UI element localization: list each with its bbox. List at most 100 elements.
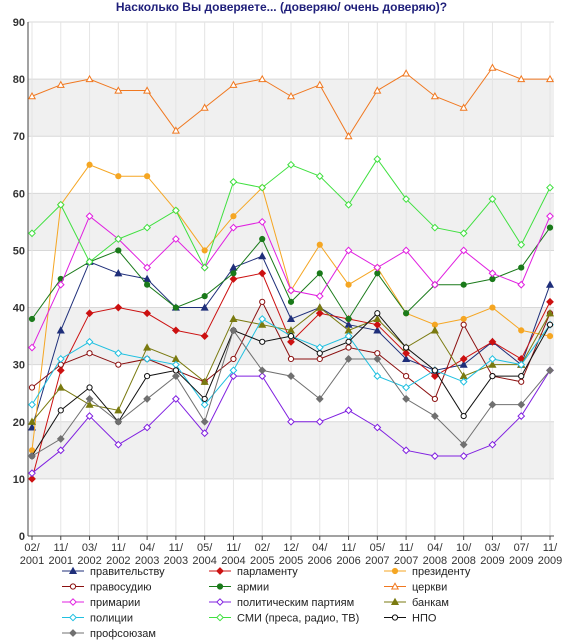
data-point	[373, 372, 382, 380]
data-point	[115, 173, 122, 180]
y-axis-ticks: 0 10 20 30 40 50 60 70 80 90	[13, 17, 25, 543]
data-point	[56, 383, 65, 391]
x-tick-label: 2007	[394, 555, 418, 567]
x-tick-label: 10/	[456, 542, 472, 554]
data-point	[431, 395, 438, 403]
data-point	[28, 384, 36, 391]
data-point	[488, 400, 497, 409]
data-point	[460, 315, 467, 323]
data-point	[460, 321, 467, 328]
data-point	[402, 69, 411, 77]
data-point	[85, 400, 94, 408]
data-point	[518, 264, 525, 271]
x-tick-label: 2001	[49, 555, 73, 567]
data-point	[143, 355, 152, 363]
data-point	[430, 326, 439, 334]
data-point	[56, 435, 65, 443]
data-point	[86, 161, 93, 168]
data-point	[546, 321, 554, 328]
data-point	[459, 452, 468, 460]
legend-item: парламенту	[209, 566, 298, 578]
data-point	[114, 269, 123, 277]
data-point	[201, 247, 208, 254]
data-point	[172, 304, 179, 311]
data-point	[200, 429, 209, 438]
x-tick-label: 2005	[279, 555, 303, 567]
data-point	[315, 292, 324, 301]
data-point	[144, 173, 151, 180]
data-point	[229, 326, 238, 335]
data-point	[287, 160, 295, 169]
series-10	[28, 155, 554, 272]
data-point	[86, 384, 93, 391]
x-tick-label: 2006	[336, 555, 360, 567]
data-point	[230, 270, 237, 277]
data-point	[459, 371, 468, 380]
data-point	[459, 246, 468, 255]
x-tick-label: 03/	[485, 542, 501, 554]
data-point	[85, 395, 94, 403]
series-group	[27, 63, 555, 483]
legend-swatch-marker	[69, 583, 77, 590]
series-5	[27, 63, 555, 140]
data-point	[28, 474, 36, 483]
data-point	[85, 309, 94, 318]
data-point	[373, 314, 382, 323]
data-point	[229, 314, 238, 323]
data-point	[431, 367, 438, 374]
data-point	[344, 406, 353, 415]
x-tick-label: 2005	[250, 555, 274, 567]
chart-title: Насколько Вы доверяете... (доверяю/ очен…	[115, 0, 448, 14]
legend-swatch-marker	[68, 566, 78, 575]
data-point	[114, 349, 123, 358]
data-point	[345, 315, 352, 323]
legend-label: политическим партиям	[237, 597, 354, 609]
data-point	[171, 126, 180, 134]
x-tick-label: 11/	[169, 542, 184, 554]
series-8	[27, 303, 555, 425]
data-point	[28, 343, 36, 352]
x-tick-label: 02/	[255, 542, 271, 554]
data-point	[115, 247, 122, 254]
data-point	[259, 235, 266, 243]
data-point	[546, 212, 554, 221]
data-point	[403, 310, 410, 317]
data-point	[546, 366, 554, 375]
x-tick-label: 11/	[399, 542, 414, 554]
data-point	[258, 372, 267, 380]
data-point	[402, 354, 411, 363]
data-point	[546, 224, 554, 231]
x-tick-label: 2002	[77, 555, 101, 567]
y-tick-label: 0	[19, 531, 25, 543]
data-point	[85, 74, 94, 83]
data-point	[229, 263, 238, 271]
x-tick-label: 2008	[423, 555, 447, 567]
data-point	[287, 286, 295, 295]
legend-swatch-marker	[69, 598, 77, 606]
data-point	[546, 333, 554, 340]
data-point	[518, 378, 525, 385]
data-point	[56, 80, 65, 88]
legend-label: президенту	[412, 566, 471, 578]
data-point	[171, 326, 180, 335]
data-point	[28, 400, 36, 409]
data-point	[287, 372, 295, 380]
data-point	[488, 360, 497, 368]
data-point	[201, 293, 208, 300]
x-tick-label: 11/	[543, 542, 558, 554]
x-tick-label: 2009	[538, 555, 562, 567]
data-point	[517, 74, 526, 83]
series-7	[28, 366, 554, 478]
legend-item: политическим партиям	[209, 597, 354, 609]
data-point	[460, 412, 467, 420]
data-point	[315, 80, 324, 88]
series-12	[28, 326, 554, 460]
data-point	[403, 372, 410, 380]
y-tick-label: 40	[13, 303, 25, 315]
data-point	[287, 355, 295, 363]
data-point	[488, 440, 497, 449]
data-point	[315, 309, 324, 318]
x-axis-ticks: 02/200111/200103/200211/200204/200311/20…	[20, 536, 562, 567]
x-tick-label: 2001	[20, 555, 44, 567]
